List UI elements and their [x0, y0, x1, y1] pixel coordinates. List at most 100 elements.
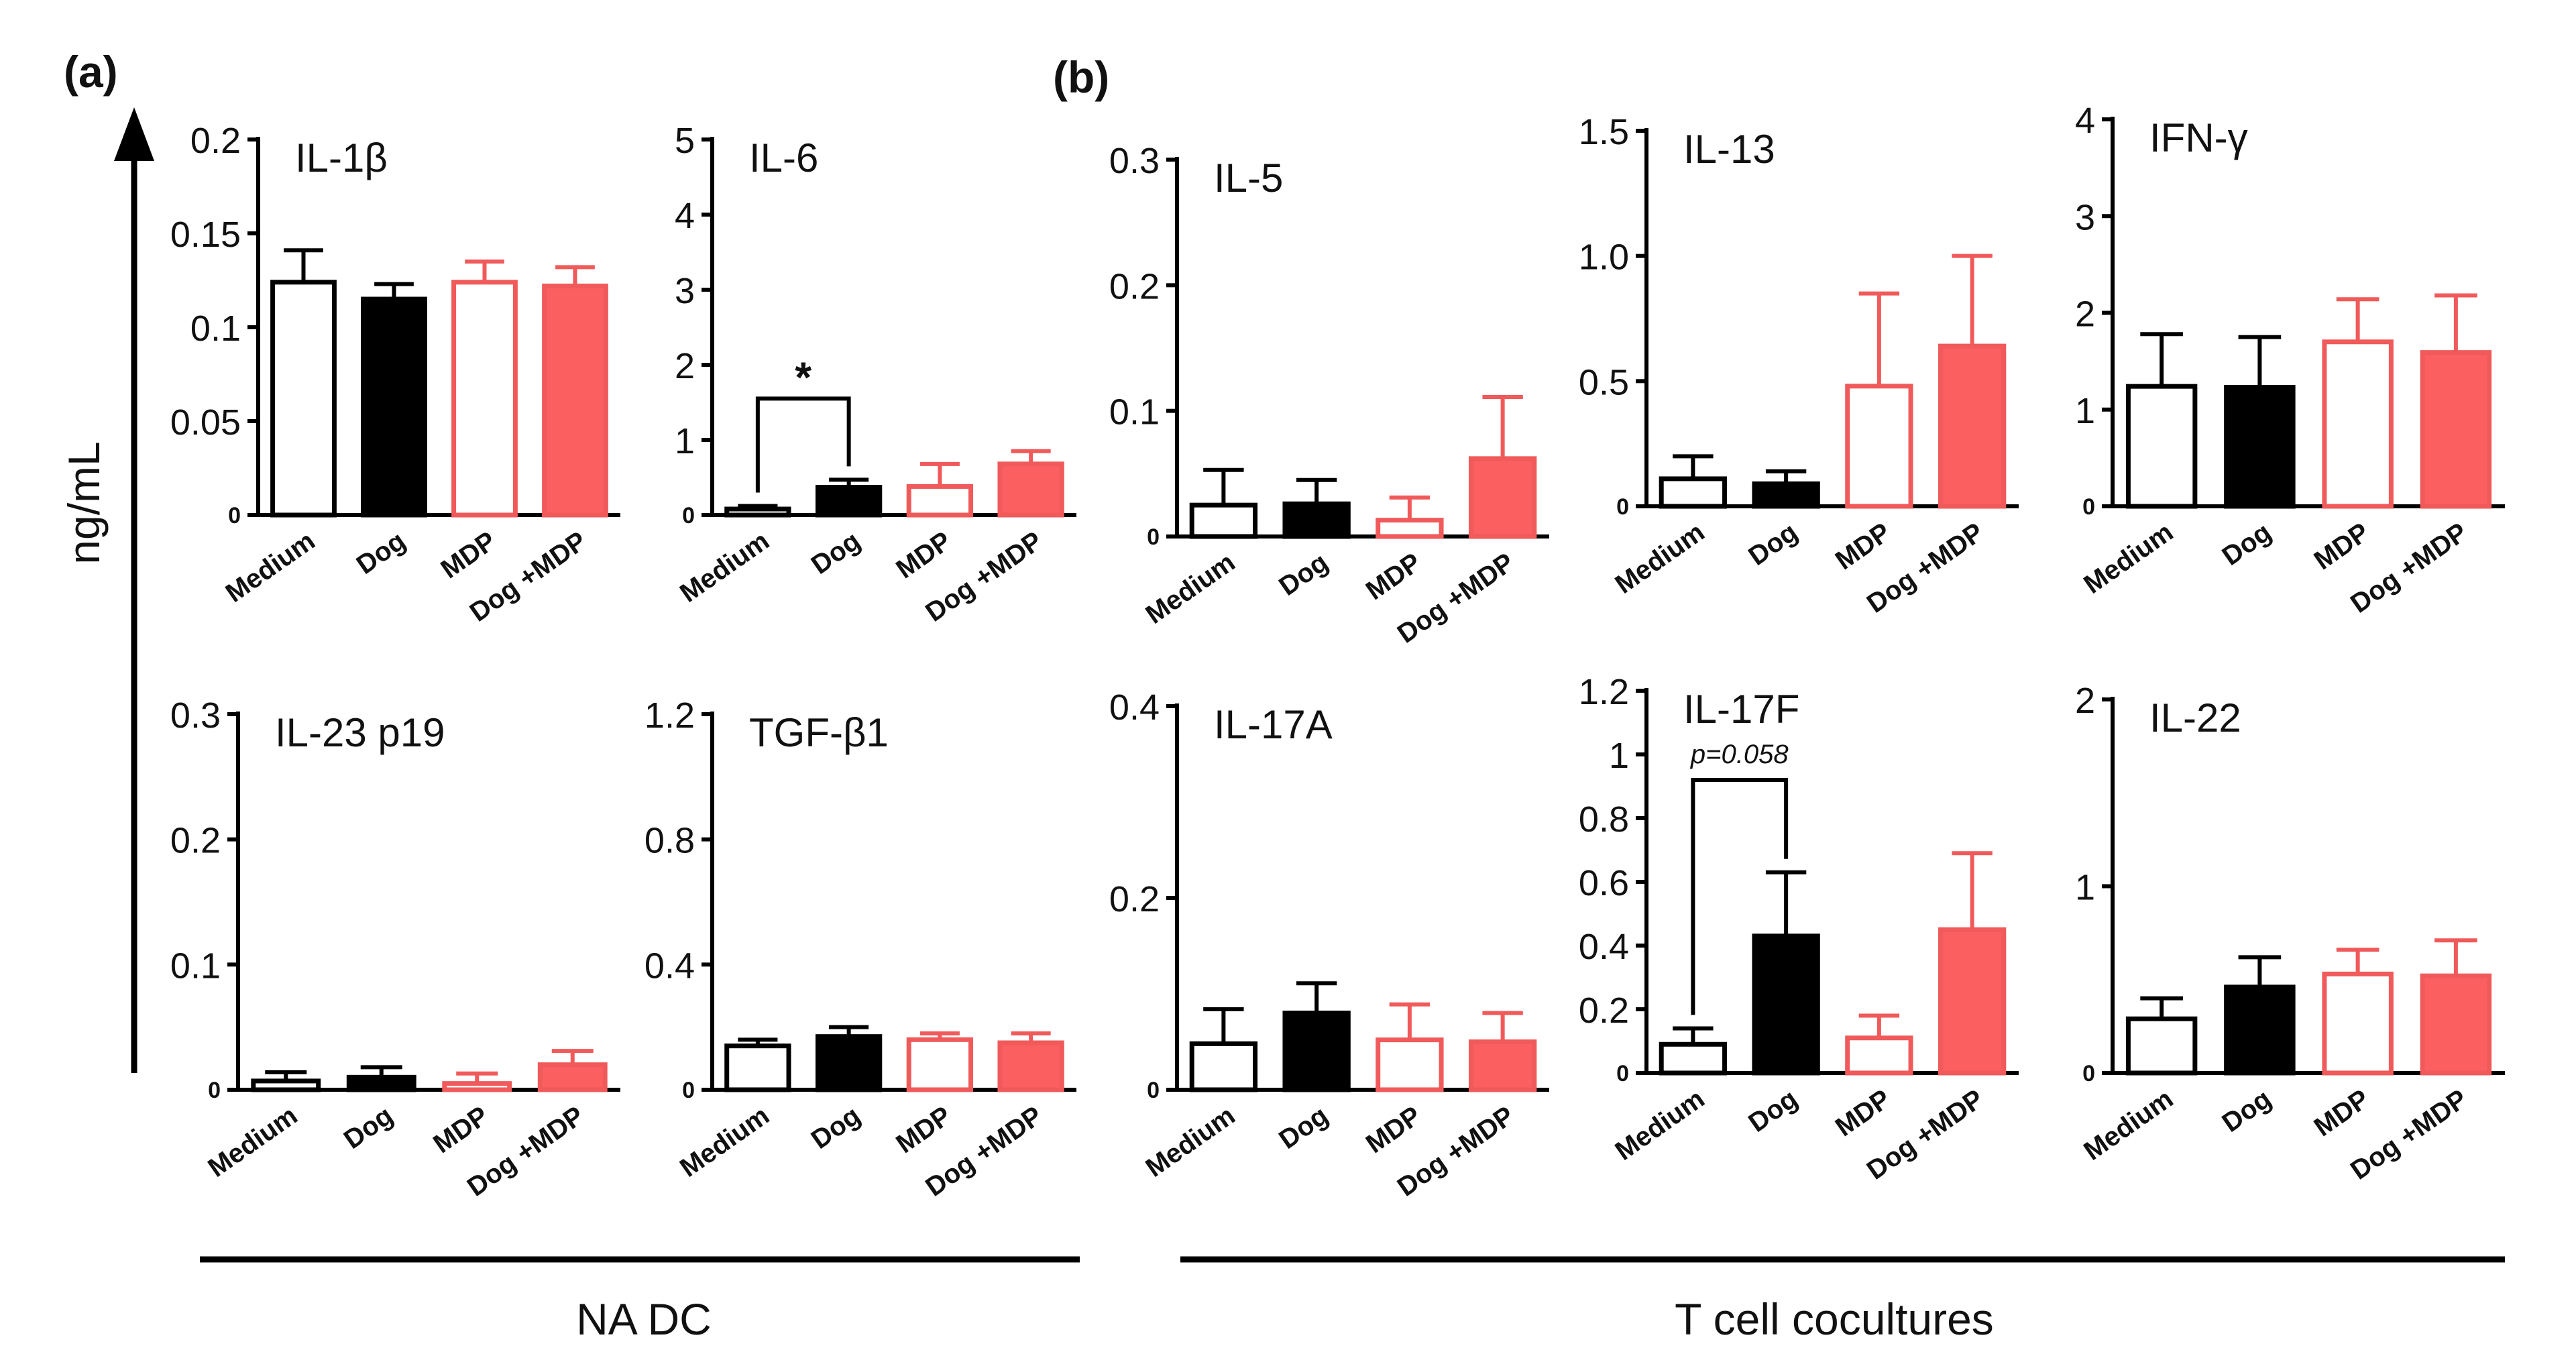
bar-mdp: [1376, 1037, 1444, 1092]
y-tick-label: 0: [2082, 494, 2095, 520]
bar-dog: [361, 296, 427, 518]
y-tick-label: 1.2: [1579, 672, 1629, 712]
chart-title: IL-13: [1683, 127, 1775, 172]
y-tick-label: 1: [2075, 391, 2095, 431]
bar-medium: [1659, 1041, 1728, 1076]
bar-mdp: [906, 1037, 974, 1092]
significance-bracket: [1691, 778, 1789, 1015]
category-label: MDP: [1830, 517, 1896, 575]
y-tick-label: 0: [1616, 494, 1629, 520]
category-label: MDP: [436, 526, 502, 584]
chart-title: IFN-γ: [2149, 115, 2248, 160]
bar-dog: [815, 1034, 883, 1092]
y-tick-label: 0: [1616, 1061, 1629, 1086]
category-label: MDP: [891, 526, 956, 584]
bar-medium: [2125, 1016, 2198, 1076]
category-label: Medium: [221, 526, 321, 608]
category-label: Medium: [1610, 517, 1710, 600]
y-tick-label: 0.4: [645, 946, 695, 986]
bar-medium: [724, 506, 791, 518]
chart-title: IL-1β: [295, 135, 388, 180]
panel-a-label: (a): [64, 47, 118, 97]
y-tick-label: 0: [228, 503, 241, 528]
y-tick-label: 5: [675, 121, 695, 161]
chart-title: IL-5: [1214, 156, 1283, 201]
chart-title: IL-17F: [1683, 687, 1799, 732]
bar-medium: [724, 1043, 791, 1092]
y-tick-label: 0.3: [1109, 141, 1160, 181]
bar-mdp: [442, 1081, 512, 1092]
category-label: MDP: [1361, 547, 1426, 606]
y-tick-label: 1.2: [645, 695, 695, 736]
bar-dog-mdp: [1938, 927, 2007, 1076]
y-tick-label: 0.4: [1109, 687, 1160, 728]
bar-dog: [1282, 501, 1351, 539]
category-label: Medium: [1141, 547, 1241, 630]
y-tick-label: 0.2: [190, 121, 241, 161]
category-label: Medium: [2078, 517, 2178, 600]
y-tick-label: 0.2: [1579, 990, 1629, 1031]
y-tick-label: 3: [2075, 197, 2095, 237]
bar-dog-mdp: [997, 461, 1064, 518]
y-tick-label: 0.1: [190, 308, 241, 349]
y-tick-label: 0: [682, 1078, 695, 1103]
category-label: MDP: [428, 1100, 494, 1159]
bar-medium: [2125, 384, 2198, 509]
y-tick-label: 0.1: [170, 946, 221, 986]
bar-medium: [251, 1078, 321, 1092]
y-tick-label: 0.8: [645, 821, 695, 861]
bar-dog: [1282, 1011, 1351, 1092]
y-tick-label: 0.1: [1109, 392, 1160, 433]
bar-dog: [2224, 385, 2296, 509]
category-label: Dog: [2217, 1084, 2277, 1138]
y-tick-label: 0: [1147, 524, 1160, 550]
y-tick-label: 1: [1609, 736, 1629, 776]
category-label: MDP: [2309, 517, 2375, 575]
category-label: Medium: [675, 1100, 775, 1183]
bar-medium: [1189, 1041, 1258, 1092]
y-tick-label: 4: [2075, 101, 2095, 141]
y-tick-label: 1.0: [1579, 237, 1629, 278]
category-label: Dog: [2217, 517, 2277, 571]
significance-bracket: [755, 396, 851, 493]
y-tick-label: 1.5: [1579, 112, 1629, 152]
category-label: Dog: [1743, 517, 1803, 571]
y-tick-label: 0: [2082, 1061, 2095, 1086]
chart-title: IL-23 p19: [275, 710, 445, 755]
category-label: Dog: [1274, 1100, 1333, 1155]
y-tick-label: 0.2: [1109, 879, 1160, 919]
y-tick-label: 0: [1147, 1078, 1160, 1103]
group-b-label: T cell cocultures: [1675, 1294, 1994, 1344]
bar-mdp: [1376, 518, 1444, 539]
category-label: Medium: [2078, 1084, 2178, 1166]
category-label: Medium: [1610, 1084, 1710, 1166]
bar-dog: [2224, 984, 2296, 1076]
category-label: MDP: [1361, 1100, 1426, 1159]
category-label: Medium: [1141, 1100, 1241, 1183]
y-tick-label: 2: [675, 346, 695, 386]
category-label: Dog: [339, 1100, 398, 1155]
bar-dog: [815, 485, 883, 518]
bar-dog-mdp: [542, 283, 608, 518]
y-tick-label: 0.2: [1109, 266, 1160, 306]
panel-b-label: (b): [1053, 52, 1109, 102]
significance-label: p=0.058: [1690, 740, 1789, 769]
bar-dog: [1752, 933, 1820, 1076]
y-tick-label: 0.3: [170, 695, 221, 736]
chart-title: IL-22: [2149, 695, 2241, 740]
y-unit-label: ng/mL: [59, 441, 109, 564]
bar-dog-mdp: [2420, 973, 2492, 1076]
y-tick-label: 0.6: [1579, 863, 1629, 903]
chart-title: IL-17A: [1214, 702, 1333, 747]
bar-dog-mdp: [1468, 456, 1537, 539]
category-label: MDP: [1830, 1084, 1896, 1142]
